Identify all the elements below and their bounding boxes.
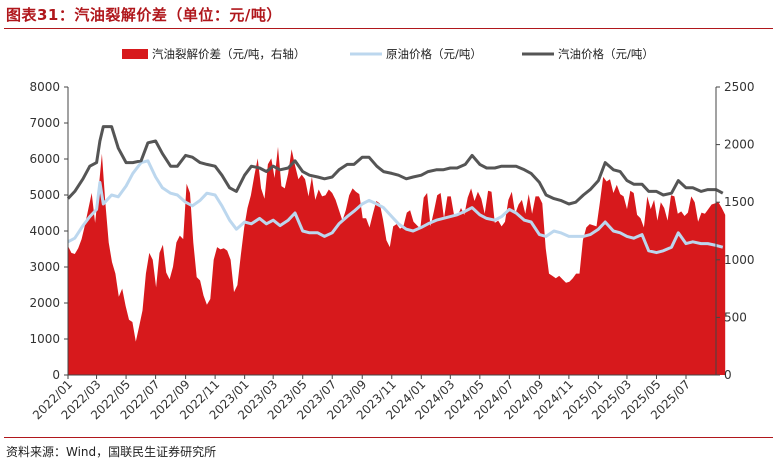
y-right-tick-label: 1500 bbox=[724, 195, 755, 209]
series-spread-area bbox=[68, 146, 726, 375]
y-left-tick-label: 5000 bbox=[29, 188, 60, 202]
y-left-tick-label: 2000 bbox=[29, 296, 60, 310]
legend-label-crude: 原油价格（元/吨） bbox=[386, 47, 482, 61]
source-rule bbox=[4, 437, 773, 438]
y-right-tick-label: 500 bbox=[724, 310, 747, 324]
plot-layer bbox=[66, 125, 726, 375]
series-crude-line bbox=[67, 159, 724, 255]
y-left-tick-label: 3000 bbox=[29, 260, 60, 274]
legend-swatch-spread bbox=[122, 49, 148, 59]
title-underline bbox=[4, 28, 773, 29]
legend-label-gasoline: 汽油价格（元/吨） bbox=[558, 47, 654, 61]
series-gasoline-line bbox=[66, 125, 724, 206]
y-right-tick-label: 2500 bbox=[724, 80, 755, 94]
legend-label-spread: 汽油裂解价差（元/吨，右轴） bbox=[152, 47, 305, 61]
y-left-tick-label: 1000 bbox=[29, 332, 60, 346]
y-right-tick-label: 0 bbox=[724, 368, 732, 382]
y-left-tick-label: 4000 bbox=[29, 224, 60, 238]
y-left-tick-label: 8000 bbox=[29, 80, 60, 94]
chart-area: 汽油裂解价差（元/吨，右轴） 原油价格（元/吨） 汽油价格（元/吨） 0 1000… bbox=[29, 47, 755, 422]
y-left-tick-label: 6000 bbox=[29, 152, 60, 166]
y-left-tick-label: 0 bbox=[52, 368, 60, 382]
legend: 汽油裂解价差（元/吨，右轴） 原油价格（元/吨） 汽油价格（元/吨） bbox=[122, 47, 654, 61]
y-right-tick-label: 1000 bbox=[724, 253, 755, 267]
figure-title: 图表31：汽油裂解价差（单位：元/吨） bbox=[6, 6, 282, 24]
source-note: 资料来源：Wind，国联民生证券研究所 bbox=[6, 445, 217, 459]
y-left-tick-label: 7000 bbox=[29, 116, 60, 130]
y-right-tick-label: 2000 bbox=[724, 138, 755, 152]
